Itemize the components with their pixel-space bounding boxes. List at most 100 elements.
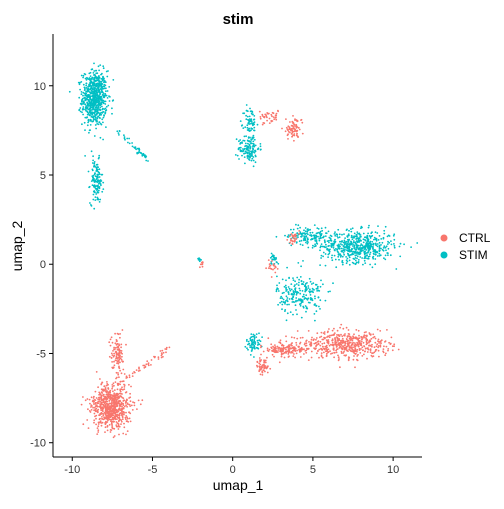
point-ctrl: [328, 336, 331, 339]
point-stim: [251, 136, 254, 139]
point-stim: [254, 347, 256, 350]
point-stim: [83, 73, 86, 75]
point-stim: [322, 251, 325, 254]
point-stim: [241, 141, 243, 144]
point-stim: [93, 162, 96, 165]
point-stim: [321, 229, 324, 232]
point-ctrl: [370, 337, 373, 340]
point-stim: [381, 241, 384, 244]
point-stim: [100, 113, 103, 116]
point-ctrl: [101, 421, 104, 424]
point-ctrl: [125, 404, 127, 407]
point-ctrl: [320, 331, 323, 334]
point-ctrl: [157, 358, 160, 360]
point-stim: [326, 240, 329, 243]
point-stim: [304, 227, 307, 229]
point-stim: [346, 236, 349, 238]
point-ctrl: [378, 355, 380, 358]
point-stim: [346, 246, 349, 249]
point-stim: [245, 104, 248, 106]
point-stim: [101, 98, 103, 100]
point-ctrl: [165, 348, 168, 351]
point-stim: [90, 205, 93, 207]
point-stim: [371, 240, 374, 243]
point-ctrl: [296, 132, 298, 135]
point-stim: [275, 261, 278, 263]
point-stim: [102, 77, 105, 79]
point-stim: [248, 115, 251, 118]
point-stim: [246, 139, 249, 142]
point-stim: [253, 115, 256, 117]
point-stim: [108, 100, 111, 102]
point-stim: [92, 176, 94, 179]
point-stim: [295, 309, 297, 311]
point-ctrl: [331, 329, 334, 332]
point-stim: [251, 348, 254, 351]
point-ctrl: [160, 352, 163, 354]
point-ctrl: [126, 405, 128, 408]
point-ctrl: [345, 326, 348, 329]
point-ctrl: [122, 360, 124, 363]
point-ctrl: [118, 361, 120, 363]
point-ctrl: [97, 425, 100, 428]
point-ctrl: [300, 349, 302, 352]
point-ctrl: [373, 335, 376, 338]
point-ctrl: [290, 336, 293, 339]
point-stim: [98, 76, 101, 79]
point-ctrl: [131, 372, 134, 375]
point-ctrl: [338, 346, 341, 349]
point-stim: [90, 106, 93, 109]
point-stim: [363, 257, 366, 260]
point-stim: [368, 224, 370, 227]
point-ctrl: [383, 345, 385, 348]
point-stim: [92, 97, 95, 99]
point-stim: [80, 93, 83, 96]
point-ctrl: [279, 339, 282, 342]
point-stim: [249, 136, 251, 139]
point-stim: [85, 105, 87, 107]
point-stim: [305, 306, 308, 309]
point-ctrl: [118, 358, 121, 361]
point-stim: [104, 94, 107, 97]
point-ctrl: [323, 331, 326, 333]
point-stim: [357, 247, 360, 250]
point-ctrl: [92, 406, 94, 409]
point-stim: [310, 283, 313, 285]
point-stim: [250, 122, 252, 125]
point-ctrl: [380, 339, 383, 342]
point-stim: [392, 234, 395, 237]
point-ctrl: [317, 350, 319, 352]
point-ctrl: [356, 337, 359, 340]
point-stim: [324, 235, 327, 238]
point-ctrl: [97, 429, 100, 432]
point-ctrl: [359, 352, 362, 354]
point-stim: [89, 88, 92, 91]
point-stim: [287, 291, 290, 293]
point-ctrl: [256, 365, 259, 368]
point-ctrl: [111, 384, 114, 386]
point-ctrl: [101, 417, 103, 420]
point-stim: [295, 300, 297, 303]
point-stim: [78, 83, 81, 86]
point-stim: [289, 289, 292, 292]
point-ctrl: [327, 348, 330, 351]
point-stim: [331, 254, 333, 257]
point-ctrl: [115, 392, 118, 395]
point-stim: [314, 319, 316, 322]
point-stim: [306, 298, 309, 301]
point-ctrl: [330, 353, 332, 355]
point-stim: [356, 237, 359, 240]
point-ctrl: [397, 348, 400, 351]
point-ctrl: [125, 375, 128, 378]
point-ctrl: [94, 390, 97, 393]
point-stim: [273, 256, 276, 259]
point-stim: [251, 111, 254, 113]
point-stim: [112, 79, 115, 81]
point-ctrl: [100, 388, 103, 391]
point-stim: [252, 148, 254, 150]
point-ctrl: [111, 396, 113, 399]
point-ctrl: [354, 345, 357, 347]
point-ctrl: [260, 344, 262, 347]
point-ctrl: [349, 347, 351, 349]
point-ctrl: [97, 386, 99, 389]
